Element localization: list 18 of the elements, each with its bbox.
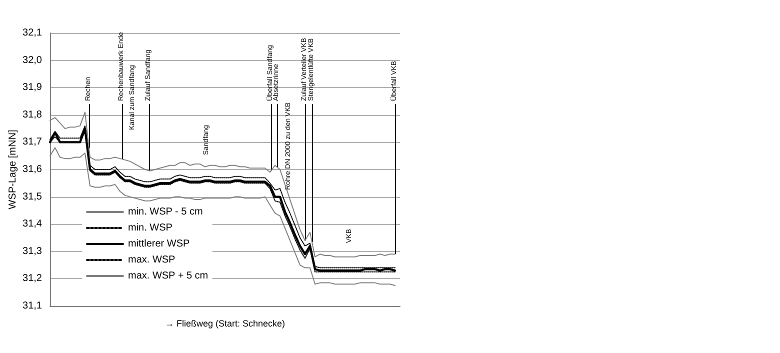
y-tick-label: 31,2: [22, 273, 42, 284]
legend-label: min. WSP - 5 cm: [128, 206, 203, 218]
legend-label: mittlerer WSP: [128, 238, 190, 250]
y-tick-label: 31,1: [22, 300, 42, 312]
y-axis-title: WSP-Lage [mNN]: [8, 130, 18, 210]
y-tick-label: 31,9: [22, 82, 42, 94]
legend-label: min. WSP: [128, 222, 173, 234]
y-tick-label: 31,3: [22, 246, 42, 257]
y-tick-label: 31,5: [22, 191, 42, 202]
y-tick-label: 31,7: [22, 136, 42, 148]
y-tick-label: 31,4: [22, 218, 42, 230]
legend-label: max. WSP: [128, 254, 176, 266]
y-tick-label: 32,1: [22, 28, 42, 38]
x-axis-title: → Fließweg (Start: Schnecke): [164, 318, 286, 328]
y-tick-label: 31,8: [22, 109, 42, 120]
y-tick-label: 32,0: [22, 54, 42, 66]
y-tick-label: 31,6: [22, 164, 42, 175]
legend-label: max. WSP + 5 cm: [128, 270, 208, 282]
